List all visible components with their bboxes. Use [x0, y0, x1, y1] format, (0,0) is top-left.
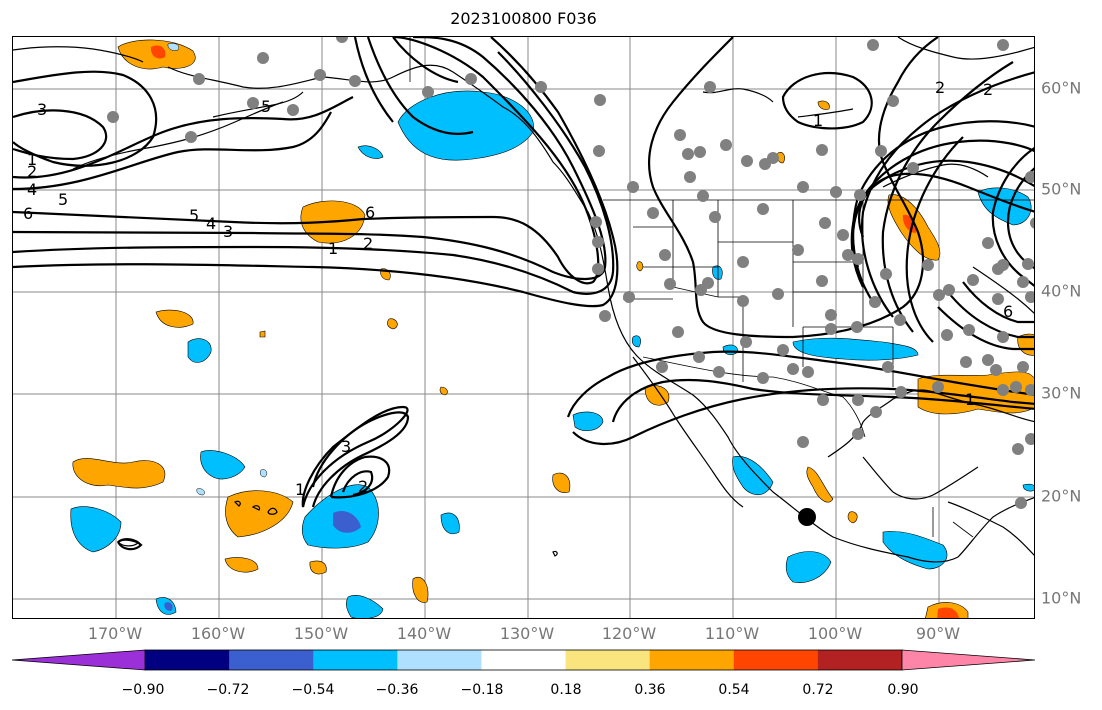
graticule	[13, 37, 1034, 618]
lon-label-90w: 90°W	[915, 624, 961, 643]
lat-label-60n: 60°N	[1041, 78, 1082, 98]
location-marker[interactable]	[798, 508, 816, 526]
contour-label: 1	[27, 150, 37, 169]
lat-label-50n: 50°N	[1041, 179, 1082, 199]
contour-label: 3	[37, 100, 47, 119]
lat-label-20n: 20°N	[1041, 486, 1082, 506]
colorbar-tick-label: −0.72	[206, 682, 250, 698]
contour-label: 2	[27, 162, 37, 181]
lon-label-100w: 100°W	[807, 624, 863, 643]
contour-label: 3	[341, 437, 351, 456]
positive-anomalies	[72, 39, 1034, 618]
height-contours	[13, 37, 1034, 551]
colorbar-tick-label: 0.54	[718, 682, 750, 698]
colorbar-min-extend	[11, 649, 146, 671]
negative-strong-anomalies	[164, 510, 361, 611]
lon-label-130w: 130°W	[499, 624, 555, 643]
contour-label: 2	[363, 234, 373, 253]
lat-label-10n: 10°N	[1041, 588, 1082, 608]
colorbar	[11, 649, 1036, 671]
contour-label: 1	[328, 239, 338, 258]
map-title: 2023100800 F036	[450, 9, 597, 28]
map-panel[interactable]: 3 1 2 4 5 6 5 4 3 6 2 1 5 1 2 2 6 1 3 1 …	[12, 36, 1035, 619]
colorbar-segment	[145, 650, 230, 670]
station-dots	[107, 37, 1034, 509]
colorbar-tick-label: −0.36	[375, 682, 419, 698]
negative-anomalies	[70, 90, 1034, 618]
contour-label: 1	[295, 480, 305, 499]
colorbar-segment	[817, 650, 903, 670]
contour-labels: 3 1 2 4 5 6 5 4 3 6 2 1 5 1 2 2 6 1 3 1 …	[23, 78, 1013, 499]
colorbar-tick-label: 0.18	[550, 682, 582, 698]
colorbar-segment	[565, 650, 651, 670]
lat-label-40n: 40°N	[1041, 281, 1082, 301]
contour-label: 4	[206, 214, 216, 233]
lat-label-30n: 30°N	[1041, 383, 1082, 403]
lon-label-110w: 110°W	[704, 624, 760, 643]
contour-label: 2	[935, 78, 945, 97]
colorbar-segment	[313, 650, 398, 670]
contour-label: 6	[365, 203, 375, 222]
contour-label: 6	[1003, 302, 1013, 321]
colorbar-tick-label: 0.36	[634, 682, 666, 698]
colorbar-segment	[649, 650, 735, 670]
contour-label: 1	[965, 390, 975, 409]
colorbar-tick-label: 0.90	[887, 682, 919, 698]
colorbar-tick-label: −0.90	[121, 682, 165, 698]
light-negative-anomalies	[167, 43, 268, 496]
lon-label-120w: 120°W	[601, 624, 657, 643]
positive-strong-anomalies	[150, 45, 959, 618]
lon-label-170w: 170°W	[87, 624, 143, 643]
contour-label: 5	[189, 206, 199, 225]
contour-label: 6	[23, 204, 33, 223]
contour-label: 1	[813, 111, 823, 130]
colorbar-tick-label: 0.72	[802, 682, 834, 698]
colorbar-segment	[229, 650, 314, 670]
contour-label: 3	[223, 222, 233, 241]
colorbar-segment	[481, 650, 567, 670]
colorbar-tick-label: −0.18	[460, 682, 504, 698]
lon-label-150w: 150°W	[293, 624, 349, 643]
lon-label-140w: 140°W	[396, 624, 452, 643]
map-canvas: 3 1 2 4 5 6 5 4 3 6 2 1 5 1 2 2 6 1 3 1 …	[13, 37, 1034, 618]
lon-label-160w: 160°W	[190, 624, 246, 643]
colorbar-segment	[397, 650, 482, 670]
contour-label: 2	[358, 477, 368, 496]
colorbar-tick-label: −0.54	[291, 682, 335, 698]
contour-label: 5	[261, 97, 271, 116]
colorbar-max-extend	[901, 649, 1036, 671]
contour-label: 5	[58, 190, 68, 209]
contour-label: 2	[983, 80, 993, 99]
colorbar-segment	[733, 650, 819, 670]
colorbar-segments	[144, 649, 903, 671]
contour-label: 4	[27, 180, 37, 199]
